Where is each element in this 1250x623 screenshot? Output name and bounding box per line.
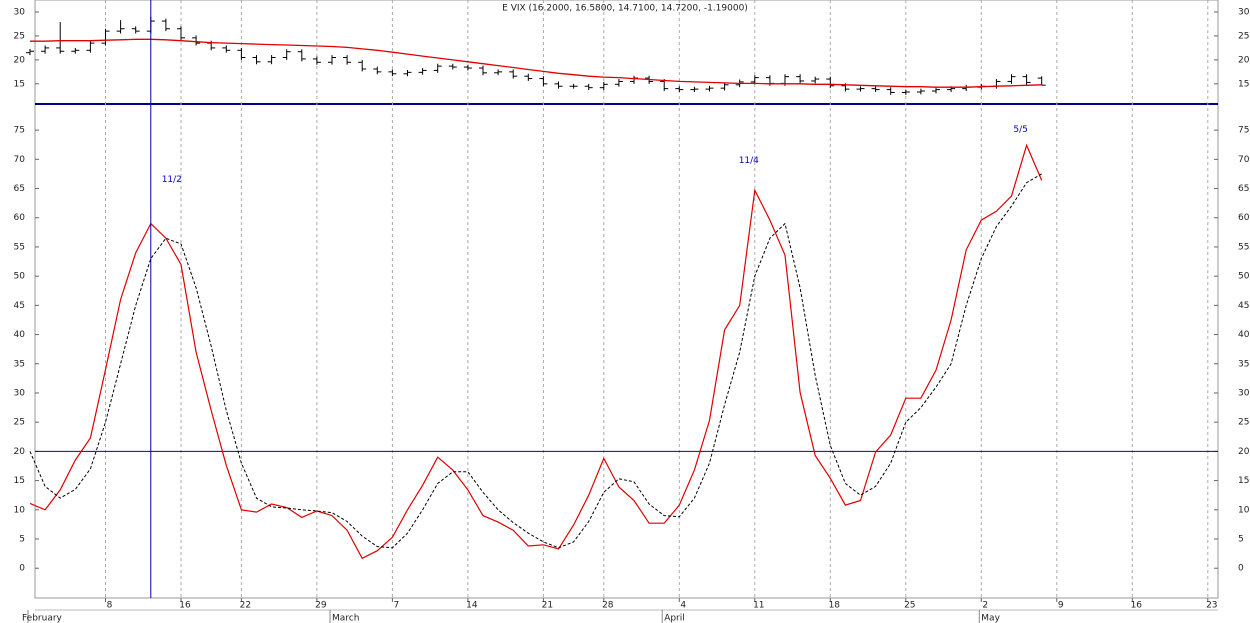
y-tick-label: 70 <box>14 155 26 165</box>
x-tick-label: 7 <box>394 601 400 611</box>
y-tick-label-right: 30 <box>1238 7 1250 17</box>
y-tick-label-right: 15 <box>1238 79 1249 89</box>
y-tick-label: 10 <box>14 505 26 515</box>
y-tick-label: 55 <box>14 242 25 252</box>
chart-title: E VIX (16.2000, 16.5800, 14.7100, 14.720… <box>502 4 748 14</box>
month-label: March <box>332 614 359 623</box>
x-tick-label: 22 <box>240 601 251 611</box>
month-label: April <box>664 614 685 623</box>
y-tick-label-right: 20 <box>1238 447 1250 457</box>
x-tick-label: 23 <box>1206 601 1217 611</box>
y-tick-label-right: 35 <box>1238 359 1249 369</box>
y-tick-label-right: 25 <box>1238 418 1249 428</box>
data-line <box>29 173 1042 549</box>
x-tick-label: 18 <box>829 601 841 611</box>
y-tick-label-right: 25 <box>1238 31 1249 41</box>
y-tick-label: 65 <box>14 184 25 194</box>
x-tick-label: 29 <box>315 601 327 611</box>
y-tick-label: 15 <box>14 476 25 486</box>
y-tick-label: 45 <box>14 301 25 311</box>
data-line <box>30 38 1042 88</box>
annotation: 11/4 <box>739 156 759 166</box>
data-line <box>29 143 1043 560</box>
y-tick-label: 35 <box>14 359 25 369</box>
x-tick-label: 8 <box>107 601 113 611</box>
y-tick-label: 50 <box>14 272 26 282</box>
y-tick-label: 30 <box>14 388 26 398</box>
y-tick-label-right: 70 <box>1238 155 1250 165</box>
y-tick-label-right: 5 <box>1238 535 1244 545</box>
x-tick-label: 4 <box>680 601 686 611</box>
y-tick-label-right: 75 <box>1238 126 1249 136</box>
y-tick-label: 20 <box>14 447 26 457</box>
y-tick-label-right: 15 <box>1238 476 1249 486</box>
annotation: 11/2 <box>162 175 182 185</box>
y-tick-label: 15 <box>14 79 25 89</box>
x-tick-label: 11 <box>753 601 764 611</box>
y-tick-label: 25 <box>14 31 25 41</box>
month-label: May <box>981 614 1000 623</box>
y-tick-label-right: 45 <box>1238 301 1249 311</box>
y-tick-label-right: 50 <box>1238 272 1250 282</box>
annotation: 5/5 <box>1013 125 1027 135</box>
y-tick-label-right: 0 <box>1238 564 1244 574</box>
x-tick-label: 2 <box>982 601 988 611</box>
y-tick-label: 0 <box>19 564 25 574</box>
y-tick-label: 40 <box>14 330 26 340</box>
y-tick-label: 5 <box>19 535 25 545</box>
x-tick-label: 14 <box>466 601 478 611</box>
y-tick-label-right: 40 <box>1238 330 1250 340</box>
x-tick-label: 16 <box>179 601 191 611</box>
y-tick-label-right: 65 <box>1238 184 1249 194</box>
y-tick-label-right: 10 <box>1238 505 1250 515</box>
x-tick-label: 16 <box>1131 601 1143 611</box>
plot-frame <box>34 0 1219 599</box>
y-tick-label: 60 <box>14 213 26 223</box>
x-tick-label: 28 <box>602 601 614 611</box>
y-tick-label-right: 20 <box>1238 55 1250 65</box>
y-tick-label: 20 <box>14 55 26 65</box>
month-label: February <box>22 614 63 623</box>
y-tick-label: 75 <box>14 126 25 136</box>
y-tick-label: 25 <box>14 418 25 428</box>
x-tick-label: 21 <box>542 601 553 611</box>
y-tick-label-right: 60 <box>1238 213 1250 223</box>
y-tick-label-right: 30 <box>1238 388 1250 398</box>
x-tick-label: 9 <box>1058 601 1064 611</box>
y-tick-label: 30 <box>14 7 26 17</box>
y-tick-label-right: 55 <box>1238 242 1249 252</box>
x-tick-label: 25 <box>904 601 915 611</box>
